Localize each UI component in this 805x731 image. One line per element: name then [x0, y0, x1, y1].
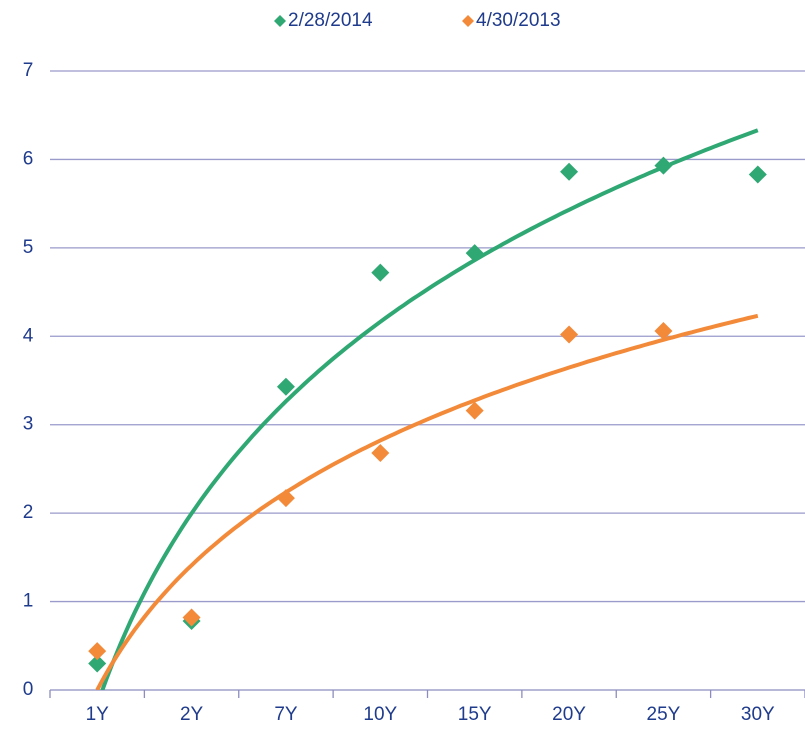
- marker: [88, 654, 107, 673]
- trendlines: [95, 128, 759, 690]
- x-tick-label: 1Y: [86, 704, 110, 725]
- legend-label: 4/30/2013: [476, 10, 561, 31]
- x-tick-label: 30Y: [741, 704, 775, 725]
- x-tick-label: 20Y: [552, 704, 586, 725]
- marker: [560, 162, 579, 181]
- marker: [182, 608, 201, 627]
- marker: [465, 401, 484, 420]
- y-tick-label: 5: [23, 237, 34, 258]
- x-tick-label: 10Y: [363, 704, 397, 725]
- marker: [654, 156, 673, 175]
- y-tick-label: 1: [23, 591, 34, 612]
- trendline: [95, 313, 759, 690]
- marker: [748, 165, 767, 184]
- marker: [276, 489, 295, 508]
- legend-label: 2/28/2014: [288, 10, 373, 31]
- legend-swatch: [462, 15, 474, 27]
- trendline: [100, 128, 759, 690]
- marker: [371, 263, 390, 282]
- y-tick-label: 7: [23, 60, 34, 81]
- marker: [560, 325, 579, 344]
- y-tick-label: 0: [23, 679, 34, 700]
- x-tick-label: 7Y: [274, 704, 298, 725]
- y-tick-label: 2: [23, 502, 34, 523]
- marker: [371, 444, 390, 463]
- x-tick-label: 2Y: [180, 704, 204, 725]
- y-tick-label: 6: [23, 148, 34, 169]
- legend-swatch: [274, 15, 286, 27]
- x-tick-label: 25Y: [647, 704, 681, 725]
- marker: [465, 244, 484, 263]
- y-tick-label: 4: [23, 325, 34, 346]
- y-tick-label: 3: [23, 414, 34, 435]
- x-tick-label: 15Y: [458, 704, 492, 725]
- legend: 2/28/2014 4/30/2013: [274, 10, 561, 31]
- marker: [88, 642, 107, 661]
- marker: [654, 321, 673, 340]
- marker: [276, 377, 295, 396]
